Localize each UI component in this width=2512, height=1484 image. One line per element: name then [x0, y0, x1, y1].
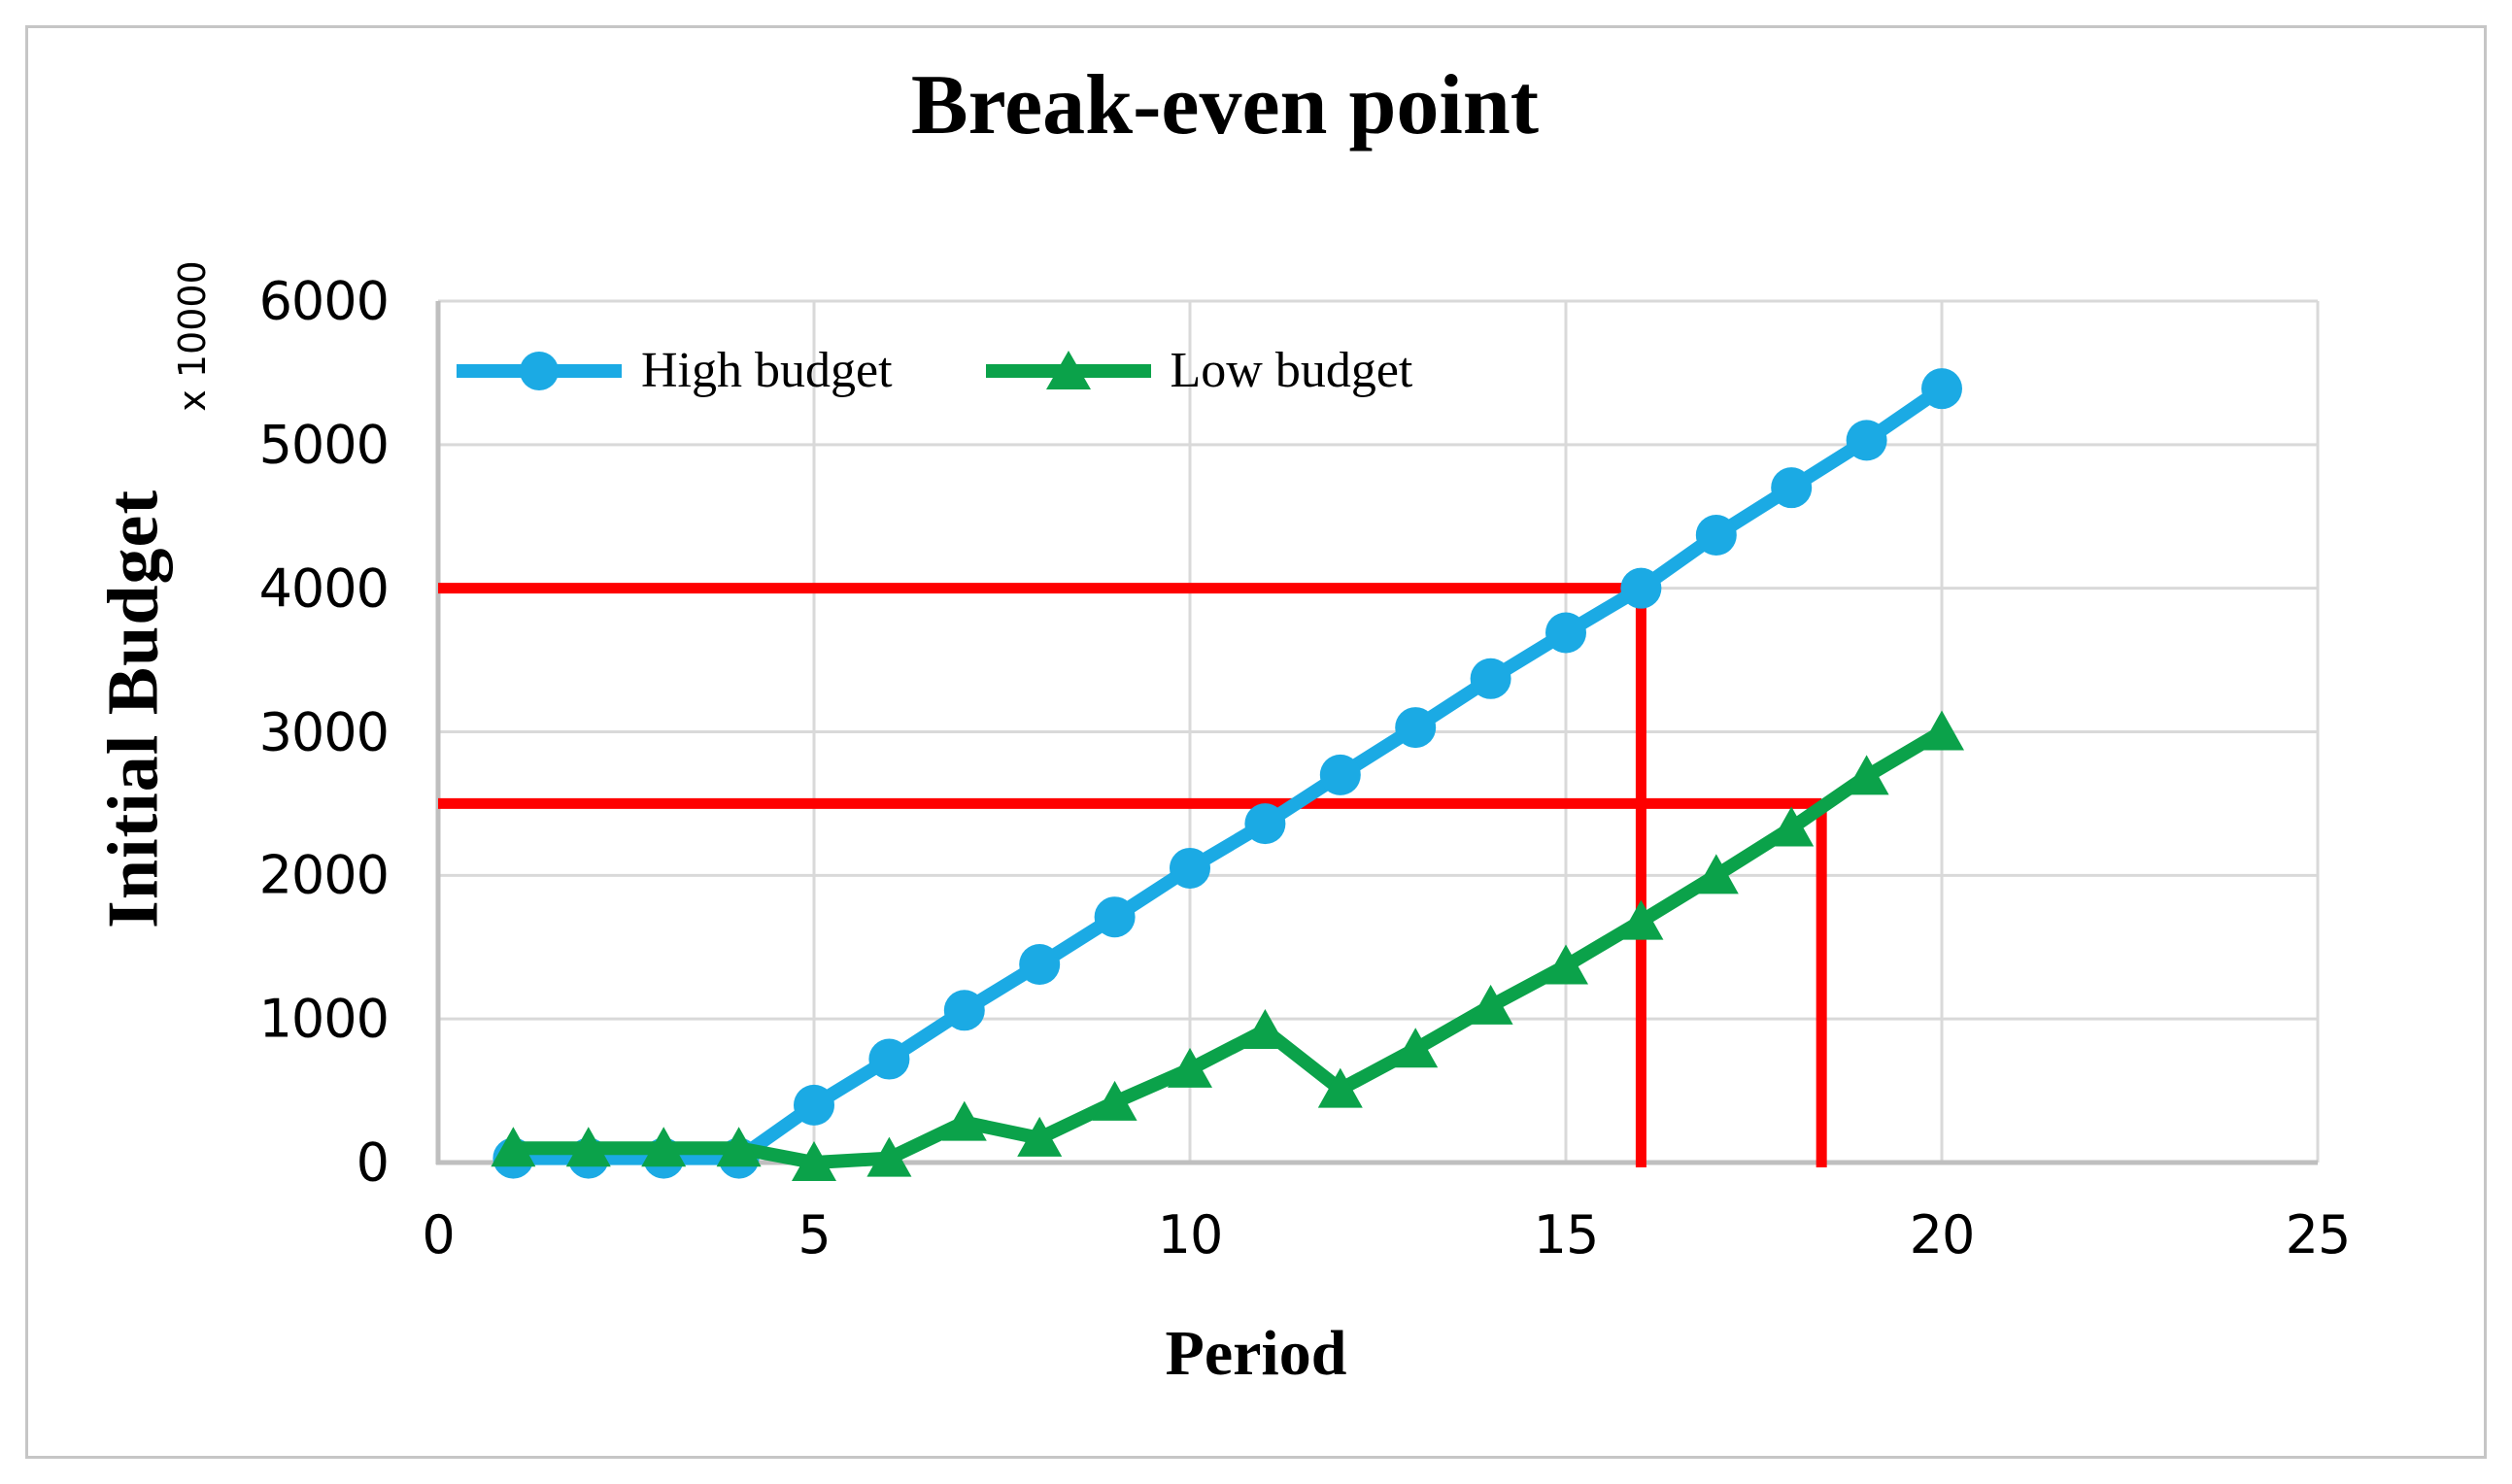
data-point-marker-triangle — [716, 1127, 762, 1167]
data-point-marker-triangle — [1017, 1116, 1063, 1157]
y-tick-label: 4000 — [258, 557, 390, 620]
x-tick-label: 15 — [1533, 1204, 1600, 1265]
x-tick-label: 10 — [1157, 1204, 1224, 1265]
x-tick-label: 0 — [422, 1204, 455, 1265]
x-tick-label: 5 — [798, 1204, 831, 1265]
data-point-marker-triangle — [1693, 854, 1739, 894]
legend-item-low-budget: Low budget — [985, 342, 1413, 399]
data-point-marker-triangle — [1919, 710, 1964, 751]
data-point-marker-circle — [943, 990, 985, 1031]
y-tick-label: 1000 — [258, 988, 390, 1050]
legend: High budget Low budget — [457, 342, 1412, 399]
figure-border — [25, 25, 2487, 1459]
data-point-marker-triangle — [1092, 1080, 1137, 1121]
y-tick-label: 6000 — [258, 270, 390, 332]
data-point-marker-triangle — [1317, 1067, 1363, 1108]
x-axis-title: Period — [1165, 1318, 1347, 1389]
data-point-marker-circle — [868, 1038, 910, 1080]
chart-title: Break-even point — [910, 58, 1540, 152]
data-point-marker-circle — [1094, 896, 1136, 938]
data-point-marker-triangle — [1769, 806, 1815, 847]
low-budget-line-triangle-icon — [985, 350, 1151, 389]
series-line-low-budget — [506, 725, 1949, 1169]
x-tick-label: 25 — [2285, 1204, 2352, 1265]
data-point-marker-circle — [1470, 658, 1511, 699]
data-point-marker-triangle — [1618, 899, 1664, 940]
data-point-marker-triangle — [866, 1136, 912, 1177]
data-point-marker-triangle — [1844, 755, 1889, 795]
data-point-marker-triangle — [641, 1127, 687, 1167]
legend-label-high-budget: High budget — [641, 343, 893, 398]
data-point-marker-triangle — [1468, 984, 1513, 1025]
data-point-marker-circle — [1620, 567, 1662, 609]
y-tick-label: 0 — [356, 1131, 390, 1194]
data-point-marker-triangle — [1544, 944, 1588, 985]
data-point-marker-circle — [1921, 368, 1962, 410]
legend-label-low-budget: Low budget — [1170, 343, 1413, 398]
data-point-marker-circle — [1771, 467, 1813, 509]
legend-item-high-budget: High budget — [457, 342, 893, 399]
data-point-marker-circle — [1545, 612, 1586, 654]
y-tick-label: 5000 — [258, 414, 390, 476]
data-point-marker-circle — [1170, 847, 1210, 889]
data-point-marker-circle — [1395, 707, 1437, 749]
y-tick-label: 2000 — [258, 844, 390, 906]
data-point-marker-triangle — [491, 1127, 536, 1167]
data-point-marker-triangle — [1168, 1047, 1212, 1088]
data-point-marker-triangle — [1393, 1028, 1439, 1068]
data-point-marker-triangle — [792, 1141, 836, 1181]
data-point-marker-circle — [794, 1084, 834, 1126]
data-point-marker-triangle — [565, 1127, 611, 1167]
data-point-marker-circle — [1695, 514, 1737, 556]
data-point-marker-circle — [1319, 754, 1361, 795]
data-point-marker-circle — [1846, 420, 1887, 461]
data-point-marker-triangle — [941, 1100, 987, 1141]
x-tick-label: 20 — [1909, 1204, 1976, 1265]
high-budget-line-circle-icon — [457, 351, 622, 390]
y-tick-label: 3000 — [258, 701, 390, 762]
data-point-marker-triangle — [1242, 1008, 1288, 1049]
data-point-marker-circle — [1019, 943, 1061, 985]
data-point-marker-circle — [1244, 803, 1286, 845]
